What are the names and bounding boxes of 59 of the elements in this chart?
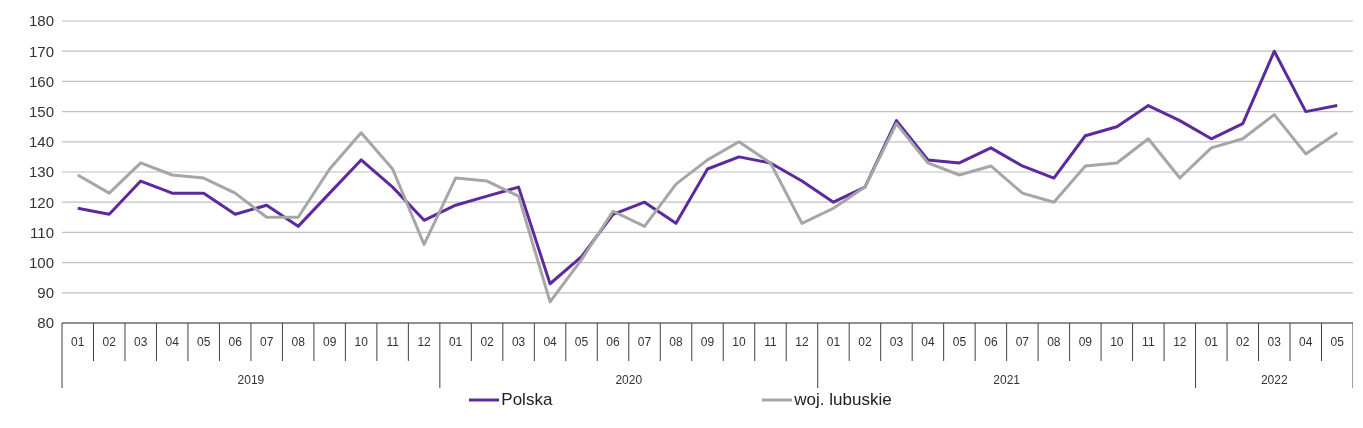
x-tick-label: 08 [1047,335,1061,349]
x-tick-label: 01 [826,335,841,349]
x-tick-label: 06 [984,335,998,349]
y-tick-label: 130 [28,163,54,181]
text: 2020 [615,373,643,387]
x-tick-label: 05 [574,335,589,349]
y-tick-label: 170 [28,42,54,60]
x-tick-label: 03 [1267,335,1282,349]
x-tick-label: 08 [291,335,306,349]
x-tick-label: 09 [700,335,715,349]
x-tick-label: 05 [952,335,967,349]
x-tick-label: 03 [889,335,904,349]
x-tick-label: 12 [1173,335,1187,349]
x-tick-label: 04 [1299,335,1313,349]
x-tick-label: 07 [1015,335,1030,349]
text: 2021 [993,373,1021,387]
x-tick-label: 09 [322,335,337,349]
y-tick-label: 90 [37,284,54,302]
x-tick-label: 04 [165,335,180,349]
y-tick-label: 160 [28,72,54,90]
x-tick-label: 01 [448,335,463,349]
x-tick-label: 07 [637,335,652,349]
x-tick-label: 11 [764,335,778,349]
legend-label: Polska [501,390,553,410]
x-tick-label: 10 [732,335,746,349]
x-tick-label: 06 [228,335,243,349]
x-tick-label: 01 [1204,335,1219,349]
x-tick-label: 12 [417,335,432,349]
y-tick-label: 110 [30,223,54,241]
x-tick-label: 06 [606,335,621,349]
text: 2019 [237,373,265,387]
y-tick-label: 140 [28,133,54,151]
x-tick-label: 11 [1142,335,1155,349]
legend-label: woj. lubuskie [794,390,892,410]
y-tick-label: 100 [28,253,54,271]
x-tick-label: 12 [795,335,809,349]
x-tick-label: 02 [858,335,872,349]
line-series [76,113,1339,304]
x-tick-label: 07 [259,335,274,349]
x-tick-label: 10 [354,335,369,349]
y-tick-label: 150 [28,102,54,120]
x-tick-label: 09 [1078,335,1093,349]
y-tick-label: 80 [37,314,54,332]
x-tick-label: 03 [134,335,148,349]
x-tick-label: 02 [1236,335,1250,349]
x-tick-label: 02 [480,335,495,349]
y-tick-label: 120 [28,193,54,211]
x-tick-label: 03 [511,335,526,349]
x-tick-label: 11 [386,335,400,349]
x-tick-label: 05 [1330,335,1345,349]
x-tick-label: 10 [1110,335,1124,349]
x-tick-label: 04 [543,335,558,349]
y-tick-label: 180 [28,12,54,30]
x-tick-label: 01 [71,335,85,349]
x-tick-label: 08 [669,335,684,349]
x-tick-label: 02 [102,335,117,349]
text: 2022 [1260,373,1288,387]
x-tick-label: 04 [921,335,935,349]
x-tick-label: 05 [197,335,211,349]
